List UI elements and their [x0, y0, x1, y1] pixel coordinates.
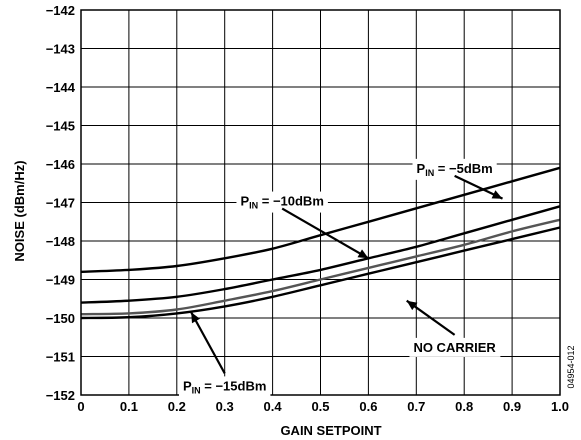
figure-id: 04954-012 — [566, 345, 576, 388]
annotation-3: NO CARRIER — [406, 299, 501, 357]
y-tick-label: −149 — [46, 273, 75, 288]
annotation-arrowhead — [357, 249, 369, 259]
x-tick-label: 0 — [77, 399, 84, 414]
x-tick-label: 0.1 — [120, 399, 138, 414]
y-tick-label: −144 — [46, 80, 76, 95]
y-axis-ticks: −142 −143 −144 −145 −146 −147 −148 −149 −150 −151… — [46, 3, 76, 403]
x-tick-label: 0.2 — [168, 399, 186, 414]
y-tick-label: −142 — [46, 3, 75, 18]
series-line-2 — [80, 205, 561, 304]
y-tick-label: −146 — [46, 157, 75, 172]
annotation-4: PIN = −15dBm — [178, 311, 271, 398]
x-tick-label: 0.3 — [216, 399, 234, 414]
annotation-bg — [236, 191, 328, 213]
annotation-arrow — [190, 311, 226, 374]
y-tick-label: −152 — [46, 388, 75, 403]
annotation-arrowhead — [491, 190, 503, 199]
x-tick-label: 0.9 — [503, 399, 521, 414]
annotation-arrowhead — [406, 300, 418, 311]
x-tick-label: 0.5 — [311, 399, 329, 414]
y-tick-label: −145 — [46, 119, 75, 134]
annotation-label: PIN = −15dBm — [183, 378, 266, 395]
annotation-bg — [409, 337, 501, 357]
annotation-arrowhead — [191, 312, 200, 324]
annotation-label: PIN = −10dBm — [240, 194, 323, 211]
y-axis-title: NOISE (dBm/Hz) — [12, 160, 27, 261]
series-lines — [80, 166, 561, 320]
series-line-3 — [80, 218, 561, 316]
annotations: PIN = −5dBm PIN = −10dBm NO CARRIER PIN = −… — [178, 158, 503, 398]
y-tick-label: −143 — [46, 42, 75, 57]
annotation-bg — [178, 376, 271, 398]
series-line-1 — [80, 166, 561, 273]
x-axis-ticks: 0 0.1 0.2 0.3 0.4 0.5 0.6 0.7 0.8 0.9 1.0 — [77, 399, 569, 414]
annotation-label: PIN = −5dBm — [417, 161, 493, 178]
annotation-1: PIN = −5dBm — [412, 158, 503, 200]
annotation-arrow — [281, 207, 369, 260]
series-line-4 — [80, 226, 561, 320]
x-axis-title: GAIN SETPOINT — [280, 423, 381, 438]
x-tick-label: 1.0 — [551, 399, 569, 414]
y-tick-label: −148 — [46, 234, 75, 249]
y-tick-label: −151 — [46, 350, 75, 365]
annotation-label: NO CARRIER — [413, 340, 496, 355]
x-tick-label: 0.8 — [455, 399, 473, 414]
annotation-2: PIN = −10dBm — [236, 191, 369, 260]
annotation-bg — [412, 158, 497, 180]
x-tick-label: 0.6 — [359, 399, 377, 414]
y-tick-label: −150 — [46, 311, 75, 326]
x-tick-label: 0.7 — [407, 399, 425, 414]
plot-area-frame — [80, 9, 561, 396]
x-tick-label: 0.4 — [264, 399, 283, 414]
y-tick-label: −147 — [46, 196, 75, 211]
